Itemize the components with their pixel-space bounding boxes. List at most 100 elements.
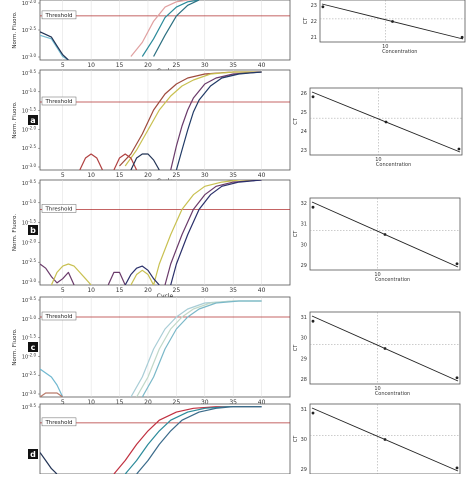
series-line bbox=[130, 269, 155, 285]
x-tick-label: 5 bbox=[61, 62, 65, 69]
std-y-tick-label: 24 bbox=[301, 129, 307, 135]
x-tick-label: 35 bbox=[229, 62, 237, 69]
std-y-tick-label: 21 bbox=[311, 35, 317, 41]
y-tick-label: 10-2.0 bbox=[22, 125, 37, 133]
y-tick-label: 10-2.5 bbox=[22, 26, 37, 34]
plot-area bbox=[40, 71, 290, 170]
panel-letter-badge bbox=[28, 225, 38, 235]
std-y-tick-label: 29 bbox=[301, 467, 307, 473]
std-point bbox=[311, 319, 315, 323]
plot-area bbox=[40, 0, 290, 60]
y-axis-label: Norm. Fluoro. bbox=[12, 101, 18, 138]
panel-letter: d bbox=[30, 450, 36, 459]
threshold-label: Threshold bbox=[44, 13, 72, 19]
series-line bbox=[40, 392, 64, 397]
amplification-panel-b: 5 10 15 20 25 30 35 40 10-0.5 10-1.0 10-1.5 10-2.0 1… bbox=[12, 179, 461, 300]
x-tick-label: 30 bbox=[201, 62, 209, 69]
y-tick-label: 10-1.0 bbox=[22, 88, 37, 96]
y-tick-label: 10-3.0 bbox=[22, 278, 37, 286]
amplification-panel-a: 5 10 15 20 25 30 35 40 10-0.5 10-1.0 10-1.5 10-2.0 1… bbox=[12, 69, 463, 185]
series-line bbox=[136, 406, 262, 474]
x-tick-label: 40 bbox=[258, 172, 266, 179]
y-tick-label: 10-1.5 bbox=[22, 219, 37, 227]
x-tick-label: 20 bbox=[144, 287, 152, 294]
series-line bbox=[130, 153, 160, 170]
x-tick-label: 35 bbox=[229, 172, 237, 179]
plot-frame bbox=[39, 403, 291, 475]
x-tick-label: 25 bbox=[173, 172, 181, 179]
std-point bbox=[455, 376, 459, 380]
std-frame bbox=[309, 311, 461, 385]
x-tick-label: 10 bbox=[87, 399, 95, 406]
threshold-label: Threshold bbox=[44, 206, 72, 212]
panel-letter-badge bbox=[28, 342, 38, 352]
std-point bbox=[311, 411, 315, 415]
x-tick-label: 15 bbox=[116, 172, 124, 179]
x-tick-label: 10 bbox=[87, 287, 95, 294]
std-point bbox=[383, 347, 387, 350]
std-point bbox=[383, 233, 387, 236]
x-tick-label: 15 bbox=[116, 62, 124, 69]
plot-frame bbox=[39, 179, 291, 286]
series-line bbox=[130, 0, 200, 57]
y-tick-label: 10-2.5 bbox=[22, 144, 37, 152]
x-tick-label: 25 bbox=[173, 399, 181, 406]
std-point bbox=[455, 466, 459, 470]
standard-curve-d: 31 30 29 CT bbox=[293, 403, 461, 475]
series-line bbox=[40, 452, 58, 474]
std-y-tick-label: 23 bbox=[311, 3, 317, 9]
y-tick-label: 10-0.5 bbox=[22, 179, 37, 187]
std-y-tick-label: 31 bbox=[301, 407, 307, 413]
y-tick-label: 10-1.5 bbox=[22, 107, 37, 115]
x-tick-label: 25 bbox=[173, 287, 181, 294]
std-x-tick-label: 10 bbox=[375, 157, 381, 163]
y-tick-label: 10-3.0 bbox=[22, 390, 37, 398]
plot-frame bbox=[39, 69, 291, 171]
std-y-axis-label: CT bbox=[293, 117, 299, 124]
y-tick-label: 10-2.5 bbox=[22, 371, 37, 379]
series-line bbox=[40, 34, 69, 60]
std-point bbox=[455, 262, 459, 266]
y-tick-label: 10-2.5 bbox=[22, 258, 37, 266]
x-tick-label: 25 bbox=[173, 62, 181, 69]
std-y-tick-label: 26 bbox=[301, 91, 307, 97]
x-tick-label: 10 bbox=[87, 62, 95, 69]
panel-letter-badge bbox=[28, 449, 38, 459]
x-axis-label: Cycle bbox=[157, 293, 174, 300]
y-tick-label: 10-2.0 bbox=[22, 352, 37, 360]
std-y-axis-label: CT bbox=[303, 17, 309, 24]
std-point bbox=[311, 205, 315, 209]
y-tick-label: 10-3.0 bbox=[22, 163, 37, 171]
std-y-tick-label: 23 bbox=[301, 148, 307, 154]
series-line bbox=[170, 71, 262, 170]
series-line bbox=[40, 31, 69, 60]
y-axis-label: Norm. Fluoro. bbox=[12, 11, 18, 48]
y-tick-label: 10-1.0 bbox=[22, 199, 37, 207]
series-line bbox=[50, 263, 92, 285]
panel-letter-badge bbox=[28, 115, 38, 125]
threshold-label: Threshold bbox=[44, 314, 72, 320]
series-line bbox=[124, 265, 160, 285]
series-line bbox=[113, 153, 138, 170]
threshold-label-box bbox=[41, 417, 77, 427]
x-tick-label: 40 bbox=[258, 62, 266, 69]
amplification-panel-c: 5 10 15 20 25 30 35 40 10-0.5 10-1.0 10-1.5 10-2.0 1… bbox=[12, 296, 461, 412]
y-tick-label: 10-2.0 bbox=[22, 238, 37, 246]
plot-frame bbox=[39, 296, 291, 398]
threshold-label-box bbox=[41, 311, 77, 321]
std-y-axis-label: CT bbox=[293, 344, 299, 351]
series-line bbox=[153, 180, 262, 285]
std-y-tick-label: 32 bbox=[301, 201, 307, 207]
std-y-axis-label: CT bbox=[293, 230, 299, 237]
x-tick-label: 30 bbox=[201, 287, 209, 294]
y-axis-label: Norm. Fluoro. bbox=[12, 214, 18, 251]
x-tick-label: 20 bbox=[144, 399, 152, 406]
y-tick-label: 10-2.0 bbox=[22, 0, 37, 7]
threshold-label-box bbox=[41, 10, 77, 20]
std-y-tick-label: 29 bbox=[301, 263, 307, 269]
std-point bbox=[384, 120, 388, 124]
std-point bbox=[321, 5, 325, 9]
series-line bbox=[153, 0, 200, 57]
